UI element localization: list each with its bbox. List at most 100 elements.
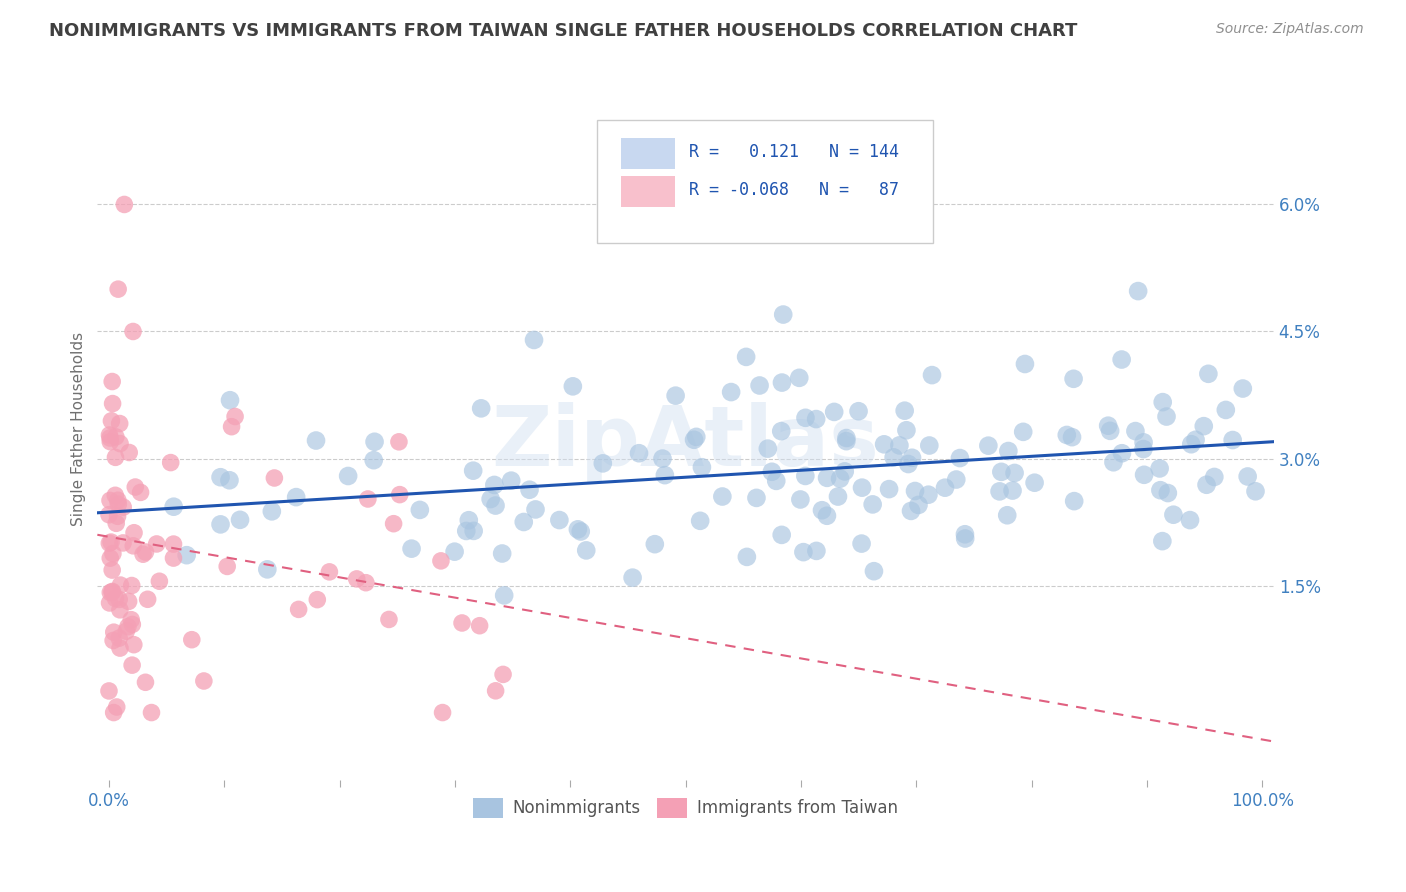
Point: [1149, 461, 1171, 475]
Point: [305, 434, 328, 448]
Point: [112, 536, 135, 550]
Point: [1004, 466, 1026, 480]
Point: [98, 585, 121, 599]
Point: [735, 350, 758, 364]
Point: [121, 617, 143, 632]
Point: [354, 575, 377, 590]
Point: [346, 572, 368, 586]
Point: [108, 417, 131, 431]
Point: [921, 368, 943, 383]
Point: [256, 562, 278, 576]
Point: [162, 551, 184, 566]
Point: [1204, 470, 1226, 484]
Point: [163, 500, 186, 514]
Point: [770, 424, 793, 438]
Point: [567, 522, 589, 536]
Point: [98, 536, 121, 550]
Point: [1157, 486, 1180, 500]
Point: [1149, 483, 1171, 498]
Point: [287, 602, 309, 616]
Point: [456, 524, 478, 538]
Point: [217, 559, 239, 574]
Point: [104, 488, 127, 502]
Point: [451, 615, 474, 630]
Point: [835, 431, 858, 445]
Point: [945, 473, 967, 487]
Point: [883, 450, 905, 465]
Point: [524, 502, 547, 516]
Point: [827, 490, 849, 504]
Point: [129, 485, 152, 500]
Text: NONIMMIGRANTS VS IMMIGRANTS FROM TAIWAN SINGLE FATHER HOUSEHOLDS CORRELATION CHA: NONIMMIGRANTS VS IMMIGRANTS FROM TAIWAN …: [49, 22, 1077, 40]
Point: [689, 514, 711, 528]
Point: [804, 412, 827, 426]
Point: [98, 551, 121, 566]
Point: [501, 474, 523, 488]
Point: [569, 524, 592, 539]
Point: [484, 478, 506, 492]
Point: [105, 516, 128, 531]
Point: [789, 492, 811, 507]
Y-axis label: Single Father Households: Single Father Households: [72, 332, 86, 526]
Point: [115, 624, 138, 639]
Text: ZipAtlas: ZipAtlas: [492, 402, 880, 483]
Point: [463, 524, 485, 538]
Point: [1236, 469, 1258, 483]
Point: [830, 472, 852, 486]
Point: [209, 470, 232, 484]
Point: [995, 508, 1018, 523]
Point: [1126, 284, 1149, 298]
Point: [720, 385, 742, 400]
Legend: Nonimmigrants, Immigrants from Taiwan: Nonimmigrants, Immigrants from Taiwan: [465, 791, 905, 825]
Point: [711, 490, 734, 504]
Point: [990, 465, 1012, 479]
Point: [561, 379, 583, 393]
FancyBboxPatch shape: [621, 176, 675, 207]
Point: [100, 535, 122, 549]
Point: [690, 460, 713, 475]
Point: [108, 603, 131, 617]
Point: [401, 541, 423, 556]
Point: [901, 450, 924, 465]
Point: [103, 625, 125, 640]
Point: [862, 497, 884, 511]
Point: [101, 633, 124, 648]
Point: [897, 457, 920, 471]
Point: [644, 537, 666, 551]
Point: [98, 428, 121, 442]
Point: [1163, 508, 1185, 522]
Point: [523, 333, 546, 347]
Point: [484, 499, 506, 513]
Point: [263, 471, 285, 485]
Point: [988, 484, 1011, 499]
Point: [1014, 357, 1036, 371]
Point: [470, 401, 492, 416]
Point: [145, 537, 167, 551]
Point: [907, 498, 929, 512]
Point: [1111, 446, 1133, 460]
Point: [221, 419, 243, 434]
Point: [224, 409, 246, 424]
Point: [463, 464, 485, 478]
Point: [1156, 409, 1178, 424]
Text: R =   0.121   N = 144: R = 0.121 N = 144: [689, 143, 898, 161]
Point: [770, 376, 793, 390]
Point: [409, 503, 432, 517]
Point: [953, 532, 976, 546]
Point: [1063, 494, 1085, 508]
Point: [122, 638, 145, 652]
Point: [98, 493, 121, 508]
Point: [873, 437, 896, 451]
Point: [118, 445, 141, 459]
Point: [98, 596, 121, 610]
Point: [388, 488, 411, 502]
Point: [904, 483, 927, 498]
Point: [949, 451, 972, 466]
Point: [1192, 419, 1215, 434]
Point: [851, 536, 873, 550]
Point: [934, 481, 956, 495]
Point: [1099, 424, 1122, 438]
Point: [388, 434, 411, 449]
Point: [735, 549, 758, 564]
Point: [107, 493, 129, 508]
